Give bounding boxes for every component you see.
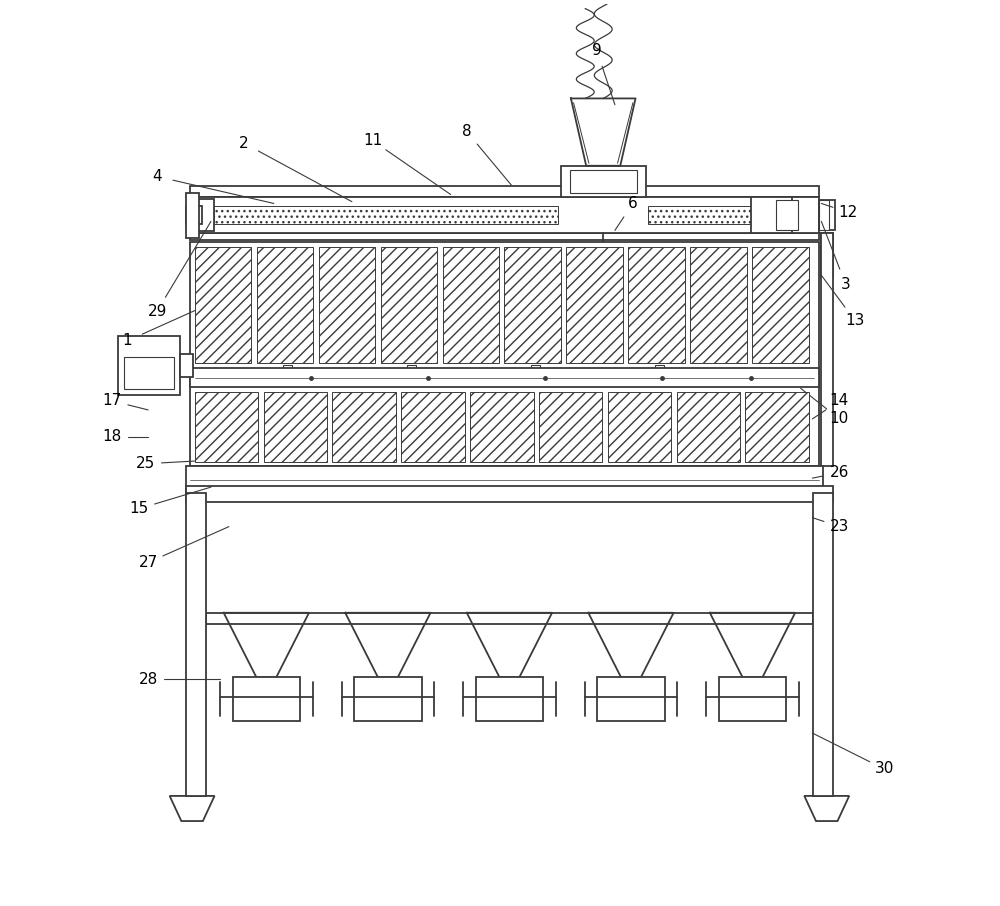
Bar	[190, 368, 819, 388]
Bar	[690, 246, 747, 363]
Bar	[592, 254, 614, 267]
Bar	[381, 246, 437, 363]
Bar	[190, 199, 214, 231]
Bar	[319, 246, 375, 363]
Bar	[190, 233, 819, 240]
Text: 4: 4	[152, 169, 162, 184]
Bar	[257, 246, 313, 363]
Bar	[504, 246, 561, 363]
Polygon shape	[804, 795, 849, 821]
Bar	[118, 336, 180, 395]
Bar	[745, 392, 809, 462]
Bar	[180, 354, 193, 377]
Text: 9: 9	[592, 43, 602, 58]
Text: 3: 3	[841, 276, 850, 292]
Bar	[570, 170, 637, 193]
Text: 12: 12	[839, 205, 858, 220]
Text: 8: 8	[462, 124, 472, 140]
Text: 11: 11	[363, 133, 382, 148]
Text: 26: 26	[830, 466, 849, 480]
Text: 23: 23	[830, 519, 849, 535]
Bar	[752, 246, 809, 363]
Text: 17: 17	[103, 393, 122, 409]
Bar	[821, 233, 833, 278]
Text: 25: 25	[136, 457, 155, 471]
Bar	[354, 678, 422, 720]
Bar	[597, 678, 665, 720]
Bar	[186, 494, 206, 795]
Bar	[531, 365, 540, 381]
Bar	[819, 200, 829, 230]
Text: 6: 6	[628, 196, 638, 211]
Bar	[407, 365, 416, 381]
Bar	[190, 198, 819, 233]
Text: 18: 18	[103, 429, 122, 444]
Bar	[539, 392, 602, 462]
Bar	[186, 487, 833, 502]
Polygon shape	[170, 795, 215, 821]
Bar	[813, 494, 833, 795]
Text: 15: 15	[130, 501, 149, 516]
Bar	[186, 207, 202, 224]
Bar	[648, 207, 751, 224]
Bar	[332, 392, 396, 462]
Bar	[264, 392, 327, 462]
Bar	[186, 467, 823, 494]
Text: 28: 28	[138, 671, 158, 687]
Text: 2: 2	[239, 136, 249, 150]
Bar	[186, 193, 199, 237]
Text: 27: 27	[138, 555, 158, 570]
Bar	[628, 246, 685, 363]
Text: 1: 1	[123, 333, 132, 348]
Bar	[190, 187, 819, 198]
Bar	[195, 392, 258, 462]
Bar	[195, 246, 251, 363]
Bar	[476, 678, 543, 720]
Bar	[561, 166, 646, 198]
Bar	[821, 233, 833, 467]
Text: 10: 10	[830, 411, 849, 427]
Bar	[776, 200, 798, 230]
Bar	[190, 242, 819, 467]
Bar	[719, 678, 786, 720]
Bar	[751, 198, 792, 233]
Text: 30: 30	[875, 761, 894, 776]
Bar	[233, 678, 300, 720]
Bar	[608, 392, 671, 462]
Bar	[401, 392, 465, 462]
Bar	[124, 357, 174, 390]
Bar	[655, 365, 664, 381]
Bar	[206, 612, 813, 623]
Text: 29: 29	[147, 304, 167, 319]
Bar	[819, 200, 835, 230]
Text: 13: 13	[845, 313, 864, 328]
Bar	[470, 392, 534, 462]
Bar	[283, 365, 292, 381]
Bar	[214, 207, 558, 224]
Bar	[677, 392, 740, 462]
Bar	[443, 246, 499, 363]
Text: 14: 14	[830, 393, 849, 409]
Bar	[566, 246, 623, 363]
Bar	[585, 265, 621, 285]
